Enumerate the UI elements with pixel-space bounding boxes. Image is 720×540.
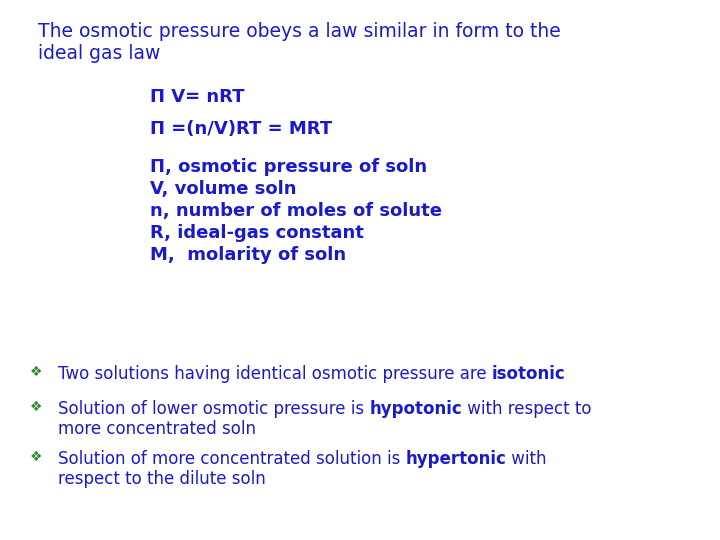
Text: ideal gas law: ideal gas law [38, 44, 161, 63]
Text: n, number of moles of solute: n, number of moles of solute [150, 202, 442, 220]
Text: ❖: ❖ [30, 365, 42, 379]
Text: hypotonic: hypotonic [369, 400, 462, 418]
Text: Π =(n/V)RT = MRT: Π =(n/V)RT = MRT [150, 120, 332, 138]
Text: more concentrated soln: more concentrated soln [58, 420, 256, 438]
Text: R, ideal-gas constant: R, ideal-gas constant [150, 224, 364, 242]
Text: with: with [506, 450, 547, 468]
Text: isotonic: isotonic [492, 365, 566, 383]
Text: respect to the dilute soln: respect to the dilute soln [58, 470, 266, 488]
Text: V, volume soln: V, volume soln [150, 180, 297, 198]
Text: Solution of more concentrated solution is: Solution of more concentrated solution i… [58, 450, 405, 468]
Text: Π V= nRT: Π V= nRT [150, 88, 245, 106]
Text: ❖: ❖ [30, 400, 42, 414]
Text: Two solutions having identical osmotic pressure are: Two solutions having identical osmotic p… [58, 365, 492, 383]
Text: with respect to: with respect to [462, 400, 592, 418]
Text: M,  molarity of soln: M, molarity of soln [150, 246, 346, 264]
Text: Solution of lower osmotic pressure is: Solution of lower osmotic pressure is [58, 400, 369, 418]
Text: The osmotic pressure obeys a law similar in form to the: The osmotic pressure obeys a law similar… [38, 22, 561, 41]
Text: Π, osmotic pressure of soln: Π, osmotic pressure of soln [150, 158, 427, 176]
Text: hypertonic: hypertonic [405, 450, 506, 468]
Text: ❖: ❖ [30, 450, 42, 464]
